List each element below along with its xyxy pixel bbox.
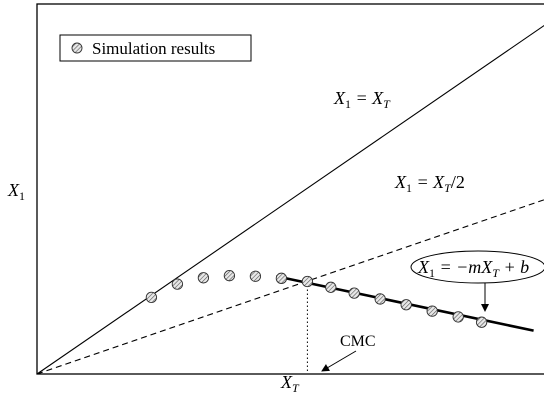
plot-frame (36, 3, 544, 375)
half-label-sub1: 1 (406, 181, 412, 195)
data-point (400, 299, 412, 311)
x-axis-label-sub: T (292, 381, 300, 395)
y-axis-label: X1 (7, 180, 25, 203)
half-label-sub2: T (444, 181, 452, 195)
data-points (145, 270, 488, 328)
data-point (325, 281, 337, 293)
cmc-arrow (321, 350, 357, 372)
data-point (197, 272, 210, 284)
fit-label-ellipse (410, 250, 544, 284)
cmc-label: CMC (340, 333, 376, 350)
identity-label-sub1: 1 (345, 97, 351, 111)
x-axis-label: XT (280, 372, 300, 395)
identity-label-mid: = X (351, 88, 384, 108)
data-point (223, 270, 236, 282)
legend-label: Simulation results (92, 39, 215, 58)
line-x1-equals-half-xt (36, 199, 544, 375)
half-label-base: X (394, 172, 407, 192)
legend-marker (71, 42, 83, 54)
fit-label-tail: + b (499, 257, 529, 277)
y-axis-label-base: X (7, 180, 20, 200)
identity-label-sub2: T (383, 97, 391, 111)
half-label-mid: = X (412, 172, 445, 192)
identity-line-label: X1 = XT (333, 88, 391, 111)
data-point (301, 275, 314, 288)
data-point (145, 291, 158, 304)
data-point (249, 270, 262, 282)
half-line-label: X1 = XT/2 (394, 172, 465, 195)
fit-label-sub2: T (492, 266, 500, 280)
data-point (348, 287, 360, 299)
fit-label-sub1: 1 (429, 266, 435, 280)
data-point (475, 316, 488, 328)
legend-box (59, 34, 252, 62)
data-point (171, 278, 184, 290)
identity-label-base: X (333, 88, 346, 108)
half-label-tail: /2 (451, 172, 465, 192)
line-x1-equals-xt (36, 24, 544, 375)
x-axis-label-base: X (280, 372, 293, 392)
data-point (374, 293, 386, 305)
data-point (452, 311, 464, 323)
legend: Simulation results (59, 34, 252, 62)
fit-label-base: X (417, 257, 430, 277)
data-point (426, 305, 438, 317)
y-axis-label-sub: 1 (19, 189, 25, 203)
data-point (275, 272, 288, 284)
fit-line-label: X1 = −mXT + b (417, 257, 529, 280)
fit-label-mid: = −mX (435, 257, 493, 277)
